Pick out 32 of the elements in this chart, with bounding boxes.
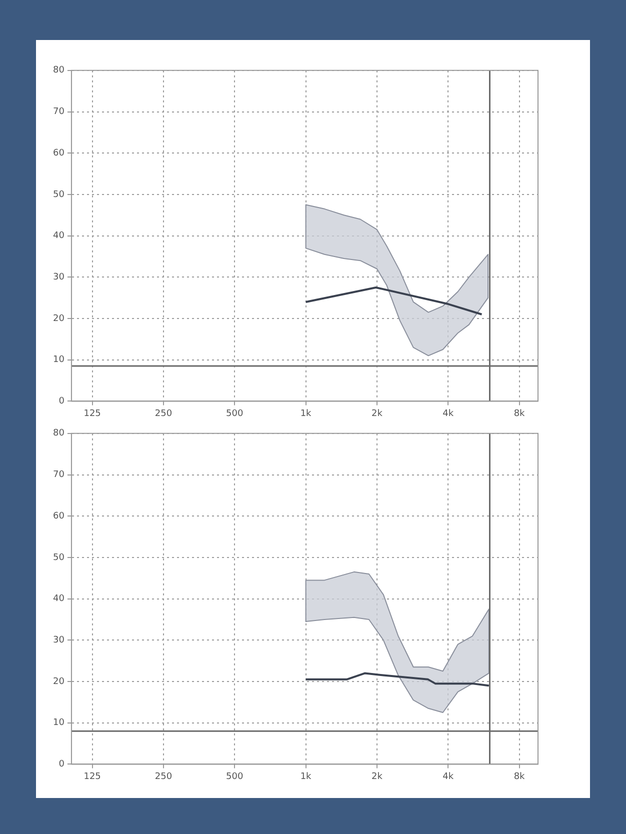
y-tick-label: 50 bbox=[53, 190, 65, 200]
y-tick-label: 80 bbox=[53, 66, 65, 76]
x-tick-label: 250 bbox=[154, 772, 172, 782]
x-tick-label: 250 bbox=[154, 408, 172, 419]
y-tick-label: 70 bbox=[53, 470, 65, 480]
y-tick-label: 30 bbox=[53, 272, 65, 282]
x-tick-label: 4k bbox=[442, 408, 454, 419]
x-tick-label: 8k bbox=[514, 772, 526, 782]
x-tick-label: 2k bbox=[371, 772, 384, 782]
x-tick-label: 500 bbox=[226, 408, 244, 419]
y-tick-label: 60 bbox=[53, 148, 65, 158]
y-tick-label: 0 bbox=[58, 760, 65, 770]
x-tick-label: 1k bbox=[300, 772, 312, 782]
y-tick-label: 40 bbox=[53, 231, 65, 242]
y-tick-label: 80 bbox=[53, 428, 65, 439]
y-tick-label: 30 bbox=[53, 635, 65, 646]
y-tick-label: 10 bbox=[53, 355, 65, 366]
y-tick-label: 60 bbox=[53, 511, 65, 522]
x-tick-label: 500 bbox=[226, 772, 244, 782]
x-tick-label: 125 bbox=[84, 772, 101, 782]
y-tick-label: 50 bbox=[53, 552, 65, 563]
y-tick-label: 20 bbox=[53, 314, 65, 324]
y-tick-label: 10 bbox=[53, 718, 65, 728]
x-tick-label: 2k bbox=[371, 408, 384, 419]
y-tick-label: 70 bbox=[53, 107, 65, 118]
x-tick-label: 8k bbox=[514, 408, 526, 419]
x-tick-label: 1k bbox=[300, 408, 312, 419]
y-tick-label: 40 bbox=[53, 594, 65, 604]
x-tick-label: 125 bbox=[84, 408, 101, 419]
y-tick-label: 20 bbox=[53, 676, 65, 687]
y-tick-label: 0 bbox=[58, 396, 65, 407]
x-tick-label: 4k bbox=[442, 772, 454, 782]
